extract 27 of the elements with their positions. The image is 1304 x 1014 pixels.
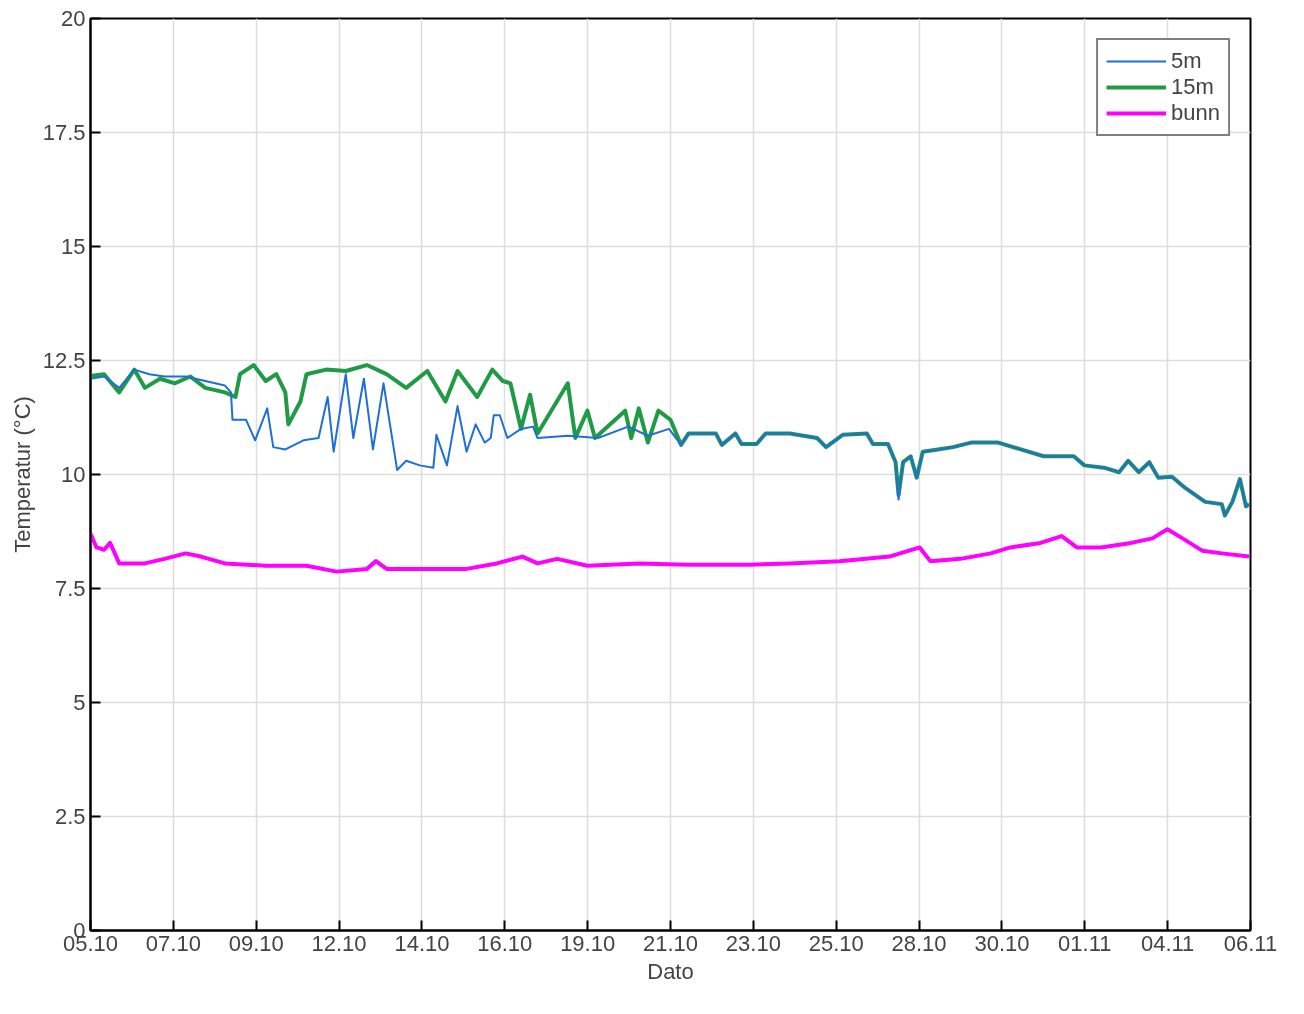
y-tick-label: 5 [73,690,86,715]
x-tick-label: 21.10 [642,930,699,956]
x-tick-label: 28.10 [891,930,947,956]
x-tick-label: 01.11 [1058,930,1112,956]
y-tick-label: 2.5 [54,804,86,829]
y-tick-label: 12.5 [42,348,86,373]
x-tick-label: 09.10 [228,930,284,956]
y-tick-label: 7.5 [54,576,86,601]
y-tick-label: 20 [61,6,86,31]
y-tick-label: 10 [61,462,86,487]
y-tick-label: 17.5 [42,120,86,145]
x-tick-label: 16.10 [477,930,533,956]
x-tick-label: 12.10 [311,930,367,956]
x-tick-label: 30.10 [974,930,1030,956]
y-tick-label: 15 [61,234,86,259]
x-tick-label: 04.11 [1140,930,1195,956]
y-axis-title: Temperatur (°C) [9,396,35,553]
x-axis-title: Dato [647,958,694,984]
x-tick-label: 06.11 [1223,930,1278,956]
x-tick-label: 19.10 [560,930,616,956]
x-tick-label: 07.10 [145,930,201,956]
x-tick-label: 14.10 [394,930,450,956]
legend-label: 5m [1171,48,1202,74]
legend-label: 15m [1171,74,1214,100]
x-tick-label: 23.10 [725,930,781,956]
legend-label: bunn [1171,100,1220,126]
x-tick-label: 25.10 [808,930,864,956]
